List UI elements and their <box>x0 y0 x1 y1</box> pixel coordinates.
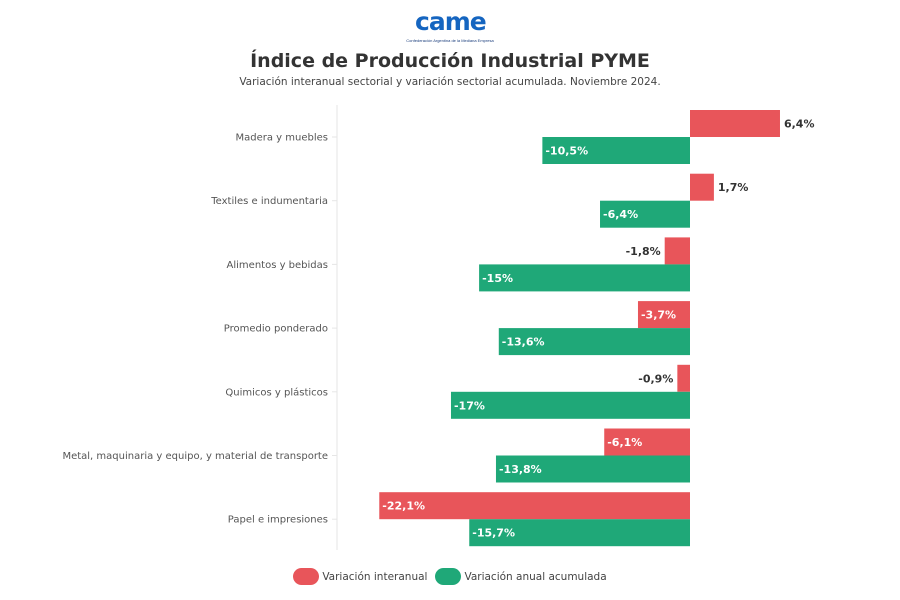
data-label-acumulada: -10,5% <box>545 145 588 158</box>
data-label-acumulada: -17% <box>454 399 485 412</box>
bar-acumulada[interactable] <box>479 264 690 292</box>
legend-label-acumulada: Variación anual acumulada <box>464 570 607 583</box>
category-label: Papel e impresiones <box>228 515 328 526</box>
bar-interanual[interactable] <box>604 428 690 456</box>
data-label-interanual: 6,4% <box>784 118 815 131</box>
category-label: Quimicos y plásticos <box>225 386 328 398</box>
data-label-acumulada: -15% <box>482 272 513 285</box>
legend-swatch-acumulada <box>435 568 462 585</box>
legend: Variación interanual Variación anual acu… <box>0 568 900 585</box>
legend-label-interanual: Variación interanual <box>322 570 428 583</box>
data-label-acumulada: -6,4% <box>603 208 638 221</box>
bar-interanual[interactable] <box>690 110 780 137</box>
bar-interanual[interactable] <box>664 237 690 265</box>
data-label-interanual: -3,7% <box>641 309 676 322</box>
bar-interanual[interactable] <box>379 492 690 520</box>
came-logo: came Confederación Argentina de la Media… <box>405 8 495 48</box>
data-label-interanual: -1,8% <box>626 245 661 258</box>
category-label: Madera y muebles <box>236 133 329 144</box>
data-label-acumulada: -13,8% <box>499 463 542 476</box>
bar-acumulada[interactable] <box>450 391 690 419</box>
data-label-acumulada: -15,7% <box>472 527 515 540</box>
logo-wordmark: came <box>415 7 487 36</box>
category-label: Metal, maquinaria y equipo, y material d… <box>62 451 328 462</box>
data-label-interanual: -6,1% <box>607 436 642 449</box>
data-label-interanual: -22,1% <box>382 500 425 513</box>
data-label-interanual: -0,9% <box>638 372 673 385</box>
data-label-acumulada: -13,6% <box>502 336 545 349</box>
legend-item-acumulada[interactable]: Variación anual acumulada <box>435 568 607 585</box>
category-label: Alimentos y bebidas <box>227 260 328 271</box>
category-label: Promedio ponderado <box>224 324 328 335</box>
legend-swatch-interanual <box>293 568 320 585</box>
bar-acumulada[interactable] <box>469 519 690 547</box>
bar-interanual[interactable] <box>677 364 690 392</box>
bar-interanual[interactable] <box>690 173 714 201</box>
legend-item-interanual[interactable]: Variación interanual <box>293 568 427 585</box>
bar-acumulada[interactable] <box>498 328 690 356</box>
bar-acumulada[interactable] <box>600 200 690 228</box>
category-label: Textiles e indumentaria <box>210 196 328 207</box>
bar-acumulada[interactable] <box>495 455 690 483</box>
logo-tagline: Confederación Argentina de la Mediana Em… <box>406 38 494 43</box>
bar-acumulada[interactable] <box>542 137 690 164</box>
chart-title: Índice de Producción Industrial PYME <box>250 50 650 72</box>
bar-interanual[interactable] <box>637 301 690 329</box>
data-label-interanual: 1,7% <box>718 181 749 194</box>
chart-subtitle: Variación interanual sectorial y variaci… <box>239 76 661 88</box>
